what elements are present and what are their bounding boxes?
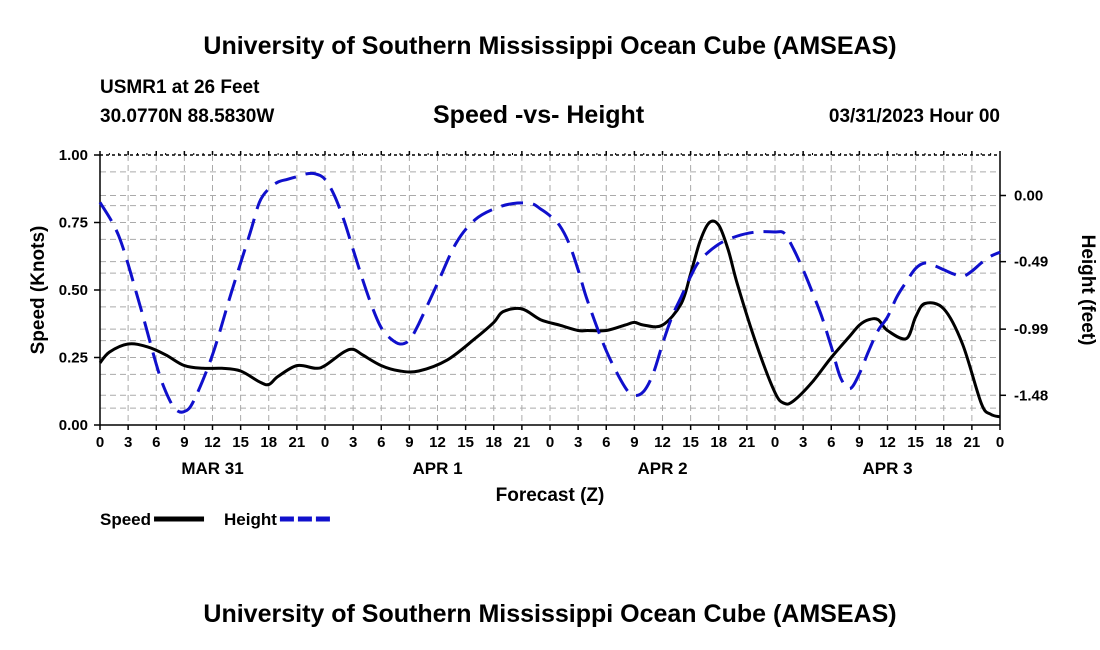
series-line-height bbox=[98, 171, 1001, 414]
x-tick-label: 18 bbox=[260, 434, 277, 451]
x-tick-label: 18 bbox=[710, 434, 727, 451]
forecast-datetime: 03/31/2023 Hour 00 bbox=[828, 106, 1000, 127]
x-tick-label: 18 bbox=[485, 434, 502, 451]
x-tick-label: 3 bbox=[799, 434, 807, 451]
y-tick-label: 1.00 bbox=[59, 147, 88, 164]
x-tick-label: 6 bbox=[827, 434, 835, 451]
x-tick-label: 15 bbox=[907, 434, 924, 451]
x-tick-label: 0 bbox=[96, 434, 104, 451]
x-tick-label: 15 bbox=[682, 434, 699, 451]
y-right-axis-title: Height (feet) bbox=[1077, 235, 1098, 346]
x-tick-label: 21 bbox=[964, 434, 981, 451]
chart-title: Speed -vs- Height bbox=[433, 101, 645, 129]
x-tick-label: 3 bbox=[349, 434, 357, 451]
x-tick-label: 9 bbox=[405, 434, 413, 451]
station-coordinates: 30.0770N 88.5830W bbox=[100, 106, 275, 127]
x-tick-label: 21 bbox=[289, 434, 306, 451]
chart-axes bbox=[94, 151, 1006, 430]
day-label: APR 2 bbox=[637, 459, 687, 478]
x-tick-label: 9 bbox=[630, 434, 638, 451]
x-tick-label: 0 bbox=[546, 434, 554, 451]
y-right-tick-label: 0.00 bbox=[1014, 188, 1043, 205]
x-tick-label: 12 bbox=[429, 434, 446, 451]
x-tick-label: 0 bbox=[771, 434, 779, 451]
day-label: APR 1 bbox=[412, 459, 462, 478]
x-tick-label: 9 bbox=[855, 434, 863, 451]
legend-label-speed: Speed bbox=[100, 510, 151, 529]
y-right-tick-label: -0.49 bbox=[1014, 254, 1048, 271]
day-label: APR 3 bbox=[862, 459, 912, 478]
x-tick-label: 3 bbox=[124, 434, 132, 451]
x-tick-label: 21 bbox=[514, 434, 531, 451]
y-tick-label: 0.00 bbox=[59, 417, 88, 434]
y-tick-label: 0.50 bbox=[59, 282, 88, 299]
day-label: MAR 31 bbox=[181, 459, 243, 478]
x-tick-label: 21 bbox=[739, 434, 756, 451]
series-line-speed bbox=[98, 219, 1001, 419]
x-tick-label: 6 bbox=[602, 434, 610, 451]
y-axis-title: Speed (Knots) bbox=[28, 226, 49, 355]
x-tick-label: 12 bbox=[879, 434, 896, 451]
page-title: University of Southern Mississippi Ocean… bbox=[203, 32, 897, 60]
chart-series bbox=[98, 171, 1001, 419]
x-tick-label: 12 bbox=[654, 434, 671, 451]
y-tick-label: 0.25 bbox=[59, 350, 88, 367]
x-tick-label: 12 bbox=[204, 434, 221, 451]
x-tick-label: 9 bbox=[180, 434, 188, 451]
y-tick-label: 0.75 bbox=[59, 215, 88, 232]
x-tick-label: 15 bbox=[232, 434, 249, 451]
x-tick-label: 6 bbox=[377, 434, 385, 451]
x-tick-label: 6 bbox=[152, 434, 160, 451]
chart-grid bbox=[99, 155, 1001, 425]
speed-height-chart: 0 3 6 9 12 15 18 21 0 3 6 9 12 15 18 21 0 3 6 9 12 15 18 21 0 3 6 9… bbox=[28, 147, 1098, 529]
chart-legend: Speed Height bbox=[100, 510, 330, 529]
x-tick-label: 15 bbox=[457, 434, 474, 451]
chart-labels: 0 3 6 9 12 15 18 21 0 3 6 9 12 15 18 21 0 3 6 9 12 15 18 21 0 3 6 9… bbox=[28, 147, 1098, 506]
x-tick-label: 3 bbox=[574, 434, 582, 451]
x-tick-label: 0 bbox=[996, 434, 1004, 451]
y-right-tick-label: -1.48 bbox=[1014, 387, 1048, 404]
x-axis-title: Forecast (Z) bbox=[496, 485, 605, 506]
x-tick-label: 0 bbox=[321, 434, 329, 451]
footer-title: University of Southern Mississippi Ocean… bbox=[203, 600, 897, 628]
y-right-tick-label: -0.99 bbox=[1014, 321, 1048, 338]
x-tick-label: 18 bbox=[935, 434, 952, 451]
legend-label-height: Height bbox=[224, 510, 277, 529]
station-label: USMR1 at 26 Feet bbox=[100, 77, 260, 98]
